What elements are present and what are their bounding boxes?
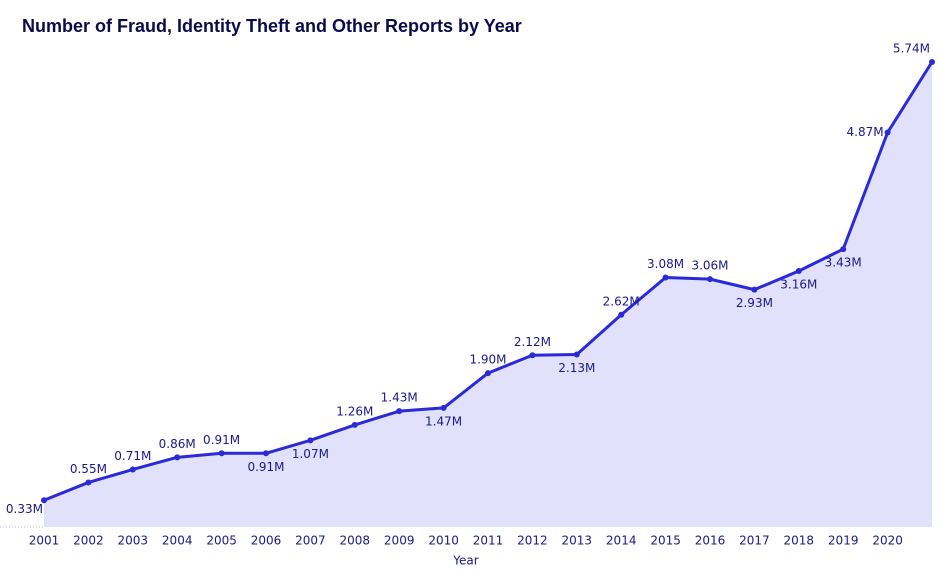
x-tick-label: 2005	[206, 534, 237, 548]
point	[707, 276, 713, 283]
x-tick-label: 2002	[73, 534, 104, 548]
data-label: 2.12M	[514, 335, 551, 349]
point	[263, 450, 269, 457]
data-label: 2.13M	[558, 361, 595, 375]
data-label: 2.93M	[736, 296, 773, 310]
x-tick-label: 2008	[340, 534, 371, 548]
data-label: 0.91M	[247, 460, 284, 474]
data-label: 0.71M	[114, 449, 151, 463]
data-label: 1.26M	[336, 404, 373, 418]
point	[751, 286, 758, 293]
x-axis-title: Year	[452, 554, 478, 568]
data-label: 1.07M	[292, 447, 329, 461]
data-label: 0.91M	[203, 433, 240, 447]
data-label: 5.74M	[893, 42, 930, 56]
point	[440, 404, 447, 411]
point	[618, 311, 625, 318]
point	[529, 352, 536, 359]
x-tick-label: 2012	[517, 534, 548, 548]
x-tick-label: 2009	[384, 534, 415, 548]
x-tick-label: 2020	[872, 534, 903, 548]
x-tick-label: 2018	[784, 534, 815, 548]
x-tick-label: 2017	[739, 534, 770, 548]
point	[41, 497, 47, 504]
x-tick-label: 2004	[162, 534, 193, 548]
point	[85, 479, 92, 486]
x-tick-label: 2006	[251, 534, 282, 548]
point	[307, 437, 314, 444]
point	[396, 408, 403, 415]
data-label: 3.43M	[825, 256, 862, 270]
point	[662, 274, 669, 281]
data-label: 4.87M	[847, 125, 884, 139]
point	[218, 450, 225, 457]
x-tick-label: 2013	[562, 534, 593, 548]
point	[795, 268, 802, 275]
data-label: 3.08M	[647, 257, 684, 271]
point	[884, 129, 891, 136]
x-tick-label: 2003	[118, 534, 149, 548]
x-tick-label: 2007	[295, 534, 326, 548]
data-label: 0.33M	[6, 502, 43, 516]
x-tick-label: 2015	[650, 534, 681, 548]
x-tick-label: 2010	[428, 534, 459, 548]
point	[174, 454, 181, 461]
data-label: 2.62M	[603, 294, 640, 308]
data-label: 3.16M	[780, 278, 817, 292]
x-tick-label: 2001	[29, 534, 60, 548]
data-label: 1.47M	[425, 414, 462, 428]
x-tick-label: 2011	[473, 534, 504, 548]
point	[840, 246, 847, 253]
data-label: 0.86M	[159, 437, 196, 451]
x-tick-label: 2016	[695, 534, 726, 548]
point	[351, 421, 358, 428]
area	[44, 62, 932, 527]
point	[129, 466, 136, 473]
data-label: 1.43M	[381, 391, 418, 405]
chart-title: Number of Fraud, Identity Theft and Othe…	[22, 16, 522, 36]
data-label: 1.90M	[469, 353, 506, 367]
data-label: 0.55M	[70, 462, 107, 476]
x-tick-label: 2019	[828, 534, 859, 548]
x-tick-label: 2014	[606, 534, 637, 548]
point	[573, 351, 580, 358]
point	[929, 59, 935, 65]
data-label: 3.06M	[691, 259, 728, 273]
point	[485, 370, 491, 377]
